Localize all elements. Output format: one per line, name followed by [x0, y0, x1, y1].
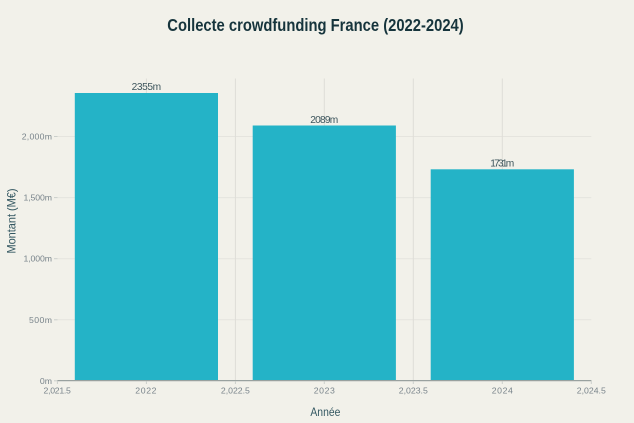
svg-text:2,021.5: 2,021.5: [44, 385, 72, 395]
svg-text:2024: 2024: [492, 385, 513, 395]
svg-text:2089m: 2089m: [310, 115, 338, 126]
svg-text:2023: 2023: [314, 385, 335, 395]
svg-text:1731m: 1731m: [490, 159, 514, 170]
svg-text:0m: 0m: [40, 376, 52, 386]
svg-text:2,000m: 2,000m: [22, 132, 52, 142]
svg-text:2,023.5: 2,023.5: [399, 385, 428, 395]
svg-text:1,500m: 1,500m: [24, 193, 53, 203]
svg-text:Montant (M€): Montant (M€): [6, 188, 19, 253]
svg-text:2,022.5: 2,022.5: [221, 385, 250, 395]
svg-text:2022: 2022: [135, 385, 156, 395]
svg-text:1,000m: 1,000m: [24, 254, 53, 264]
svg-text:500m: 500m: [29, 315, 52, 325]
svg-text:Collecte crowdfunding France (: Collecte crowdfunding France (2022-2024): [167, 15, 463, 35]
svg-text:2355m: 2355m: [132, 82, 162, 93]
svg-text:Année: Année: [310, 406, 340, 419]
svg-text:2,024.5: 2,024.5: [577, 385, 606, 395]
